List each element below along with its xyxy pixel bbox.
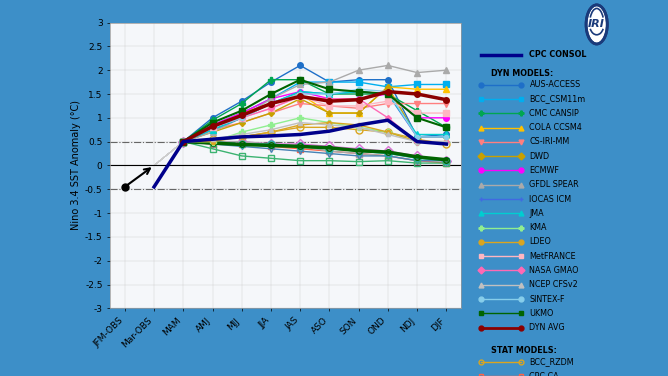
Circle shape — [586, 5, 607, 44]
Text: DYN MODELS:: DYN MODELS: — [491, 69, 553, 78]
Text: NASA GMAO: NASA GMAO — [530, 266, 579, 275]
Text: JMA: JMA — [530, 209, 544, 218]
Text: LDEO: LDEO — [530, 237, 551, 246]
Text: CS-IRI-MM: CS-IRI-MM — [530, 137, 570, 146]
Text: COLA CCSM4: COLA CCSM4 — [530, 123, 582, 132]
Text: AUS-ACCESS: AUS-ACCESS — [530, 80, 580, 89]
Text: IOCAS ICM: IOCAS ICM — [530, 194, 572, 203]
Text: IRI: IRI — [589, 20, 605, 29]
Text: DWD: DWD — [530, 152, 550, 161]
Text: DYN AVG: DYN AVG — [530, 323, 565, 332]
Text: KMA: KMA — [530, 223, 547, 232]
Text: SINTEX-F: SINTEX-F — [530, 294, 565, 303]
Text: MetFRANCE: MetFRANCE — [530, 252, 576, 261]
Text: CPC CA: CPC CA — [530, 372, 559, 376]
Text: ECMWF: ECMWF — [530, 166, 559, 175]
Text: NCEP CFSv2: NCEP CFSv2 — [530, 280, 578, 289]
Text: BCC_RZDM: BCC_RZDM — [530, 358, 574, 367]
Text: CMC CANSIP: CMC CANSIP — [530, 109, 579, 118]
Y-axis label: Nino 3.4 SST Anomaly (°C): Nino 3.4 SST Anomaly (°C) — [71, 100, 81, 230]
Text: BCC_CSM11m: BCC_CSM11m — [530, 94, 586, 103]
Text: CPC CONSOL: CPC CONSOL — [530, 50, 587, 59]
Text: GFDL SPEAR: GFDL SPEAR — [530, 180, 579, 189]
Text: STAT MODELS:: STAT MODELS: — [491, 346, 556, 355]
Text: UKMO: UKMO — [530, 309, 554, 318]
